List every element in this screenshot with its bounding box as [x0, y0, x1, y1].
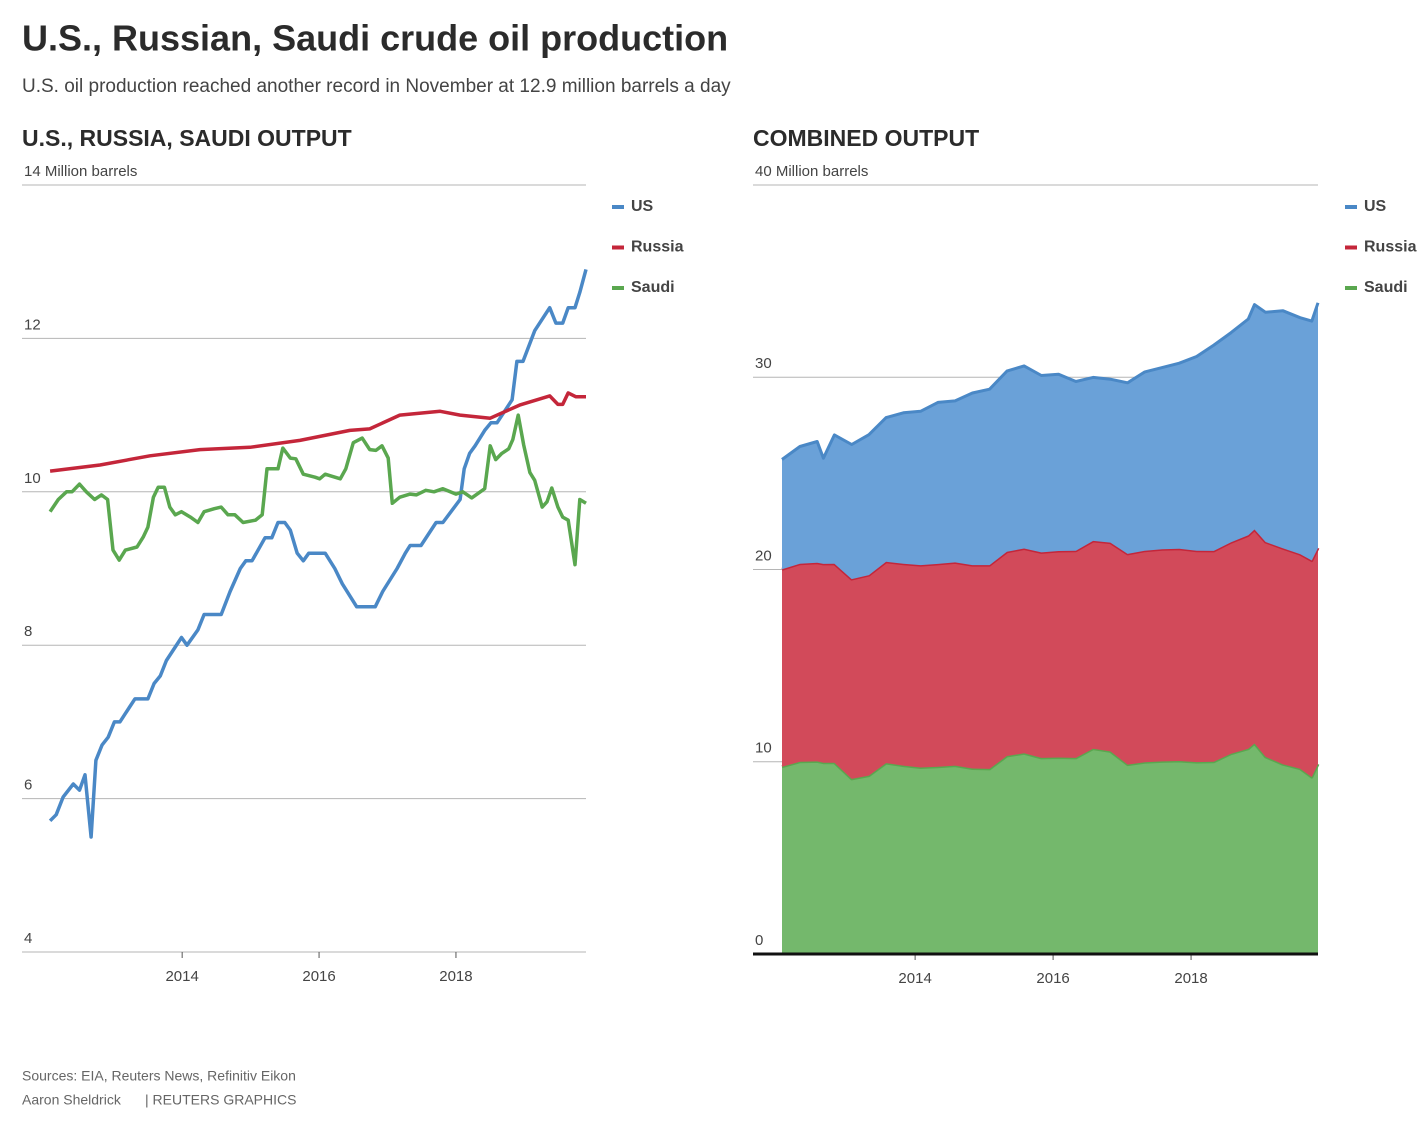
credit: | REUTERS GRAPHICS — [145, 1092, 296, 1108]
x-tick-label: 2016 — [302, 968, 335, 985]
y-tick-label: 10 — [755, 740, 772, 757]
legend-label: Russia — [1364, 239, 1417, 256]
legend-label: US — [1364, 198, 1387, 215]
y-tick-label: 40 Million barrels — [755, 163, 868, 180]
x-tick-label: 2018 — [1174, 970, 1207, 987]
page-subtitle: U.S. oil production reached another reco… — [22, 76, 731, 97]
y-tick-label: 4 — [24, 930, 32, 947]
page-title: U.S., Russian, Saudi crude oil productio… — [22, 18, 728, 59]
y-tick-label: 30 — [755, 355, 772, 372]
area — [782, 529, 1318, 779]
y-tick-label: 0 — [755, 932, 763, 949]
y-tick-label: 20 — [755, 547, 772, 564]
legend-label: Saudi — [1364, 279, 1408, 296]
area — [782, 302, 1318, 580]
legend-label: Russia — [631, 239, 684, 256]
chart-title: U.S., RUSSIA, SAUDI OUTPUT — [22, 125, 352, 151]
x-tick-label: 2018 — [439, 968, 472, 985]
x-tick-label: 2014 — [898, 970, 931, 987]
line — [49, 391, 586, 473]
chart-title: COMBINED OUTPUT — [753, 125, 979, 151]
line — [48, 268, 588, 839]
byline: Aaron Sheldrick — [22, 1092, 122, 1108]
legend-label: US — [631, 198, 654, 215]
y-tick-label: 10 — [24, 470, 41, 487]
x-tick-label: 2016 — [1036, 970, 1069, 987]
x-tick-label: 2014 — [165, 968, 198, 985]
legend-label: Saudi — [631, 279, 675, 296]
y-tick-label: 8 — [24, 623, 32, 640]
y-tick-label: 6 — [24, 777, 32, 794]
y-tick-label: 12 — [24, 316, 41, 333]
line — [48, 413, 587, 567]
y-tick-label: 14 Million barrels — [24, 163, 137, 180]
area — [782, 743, 1318, 954]
source: Sources: EIA, Reuters News, Refinitiv Ei… — [22, 1068, 296, 1084]
area-edge — [781, 302, 1320, 461]
